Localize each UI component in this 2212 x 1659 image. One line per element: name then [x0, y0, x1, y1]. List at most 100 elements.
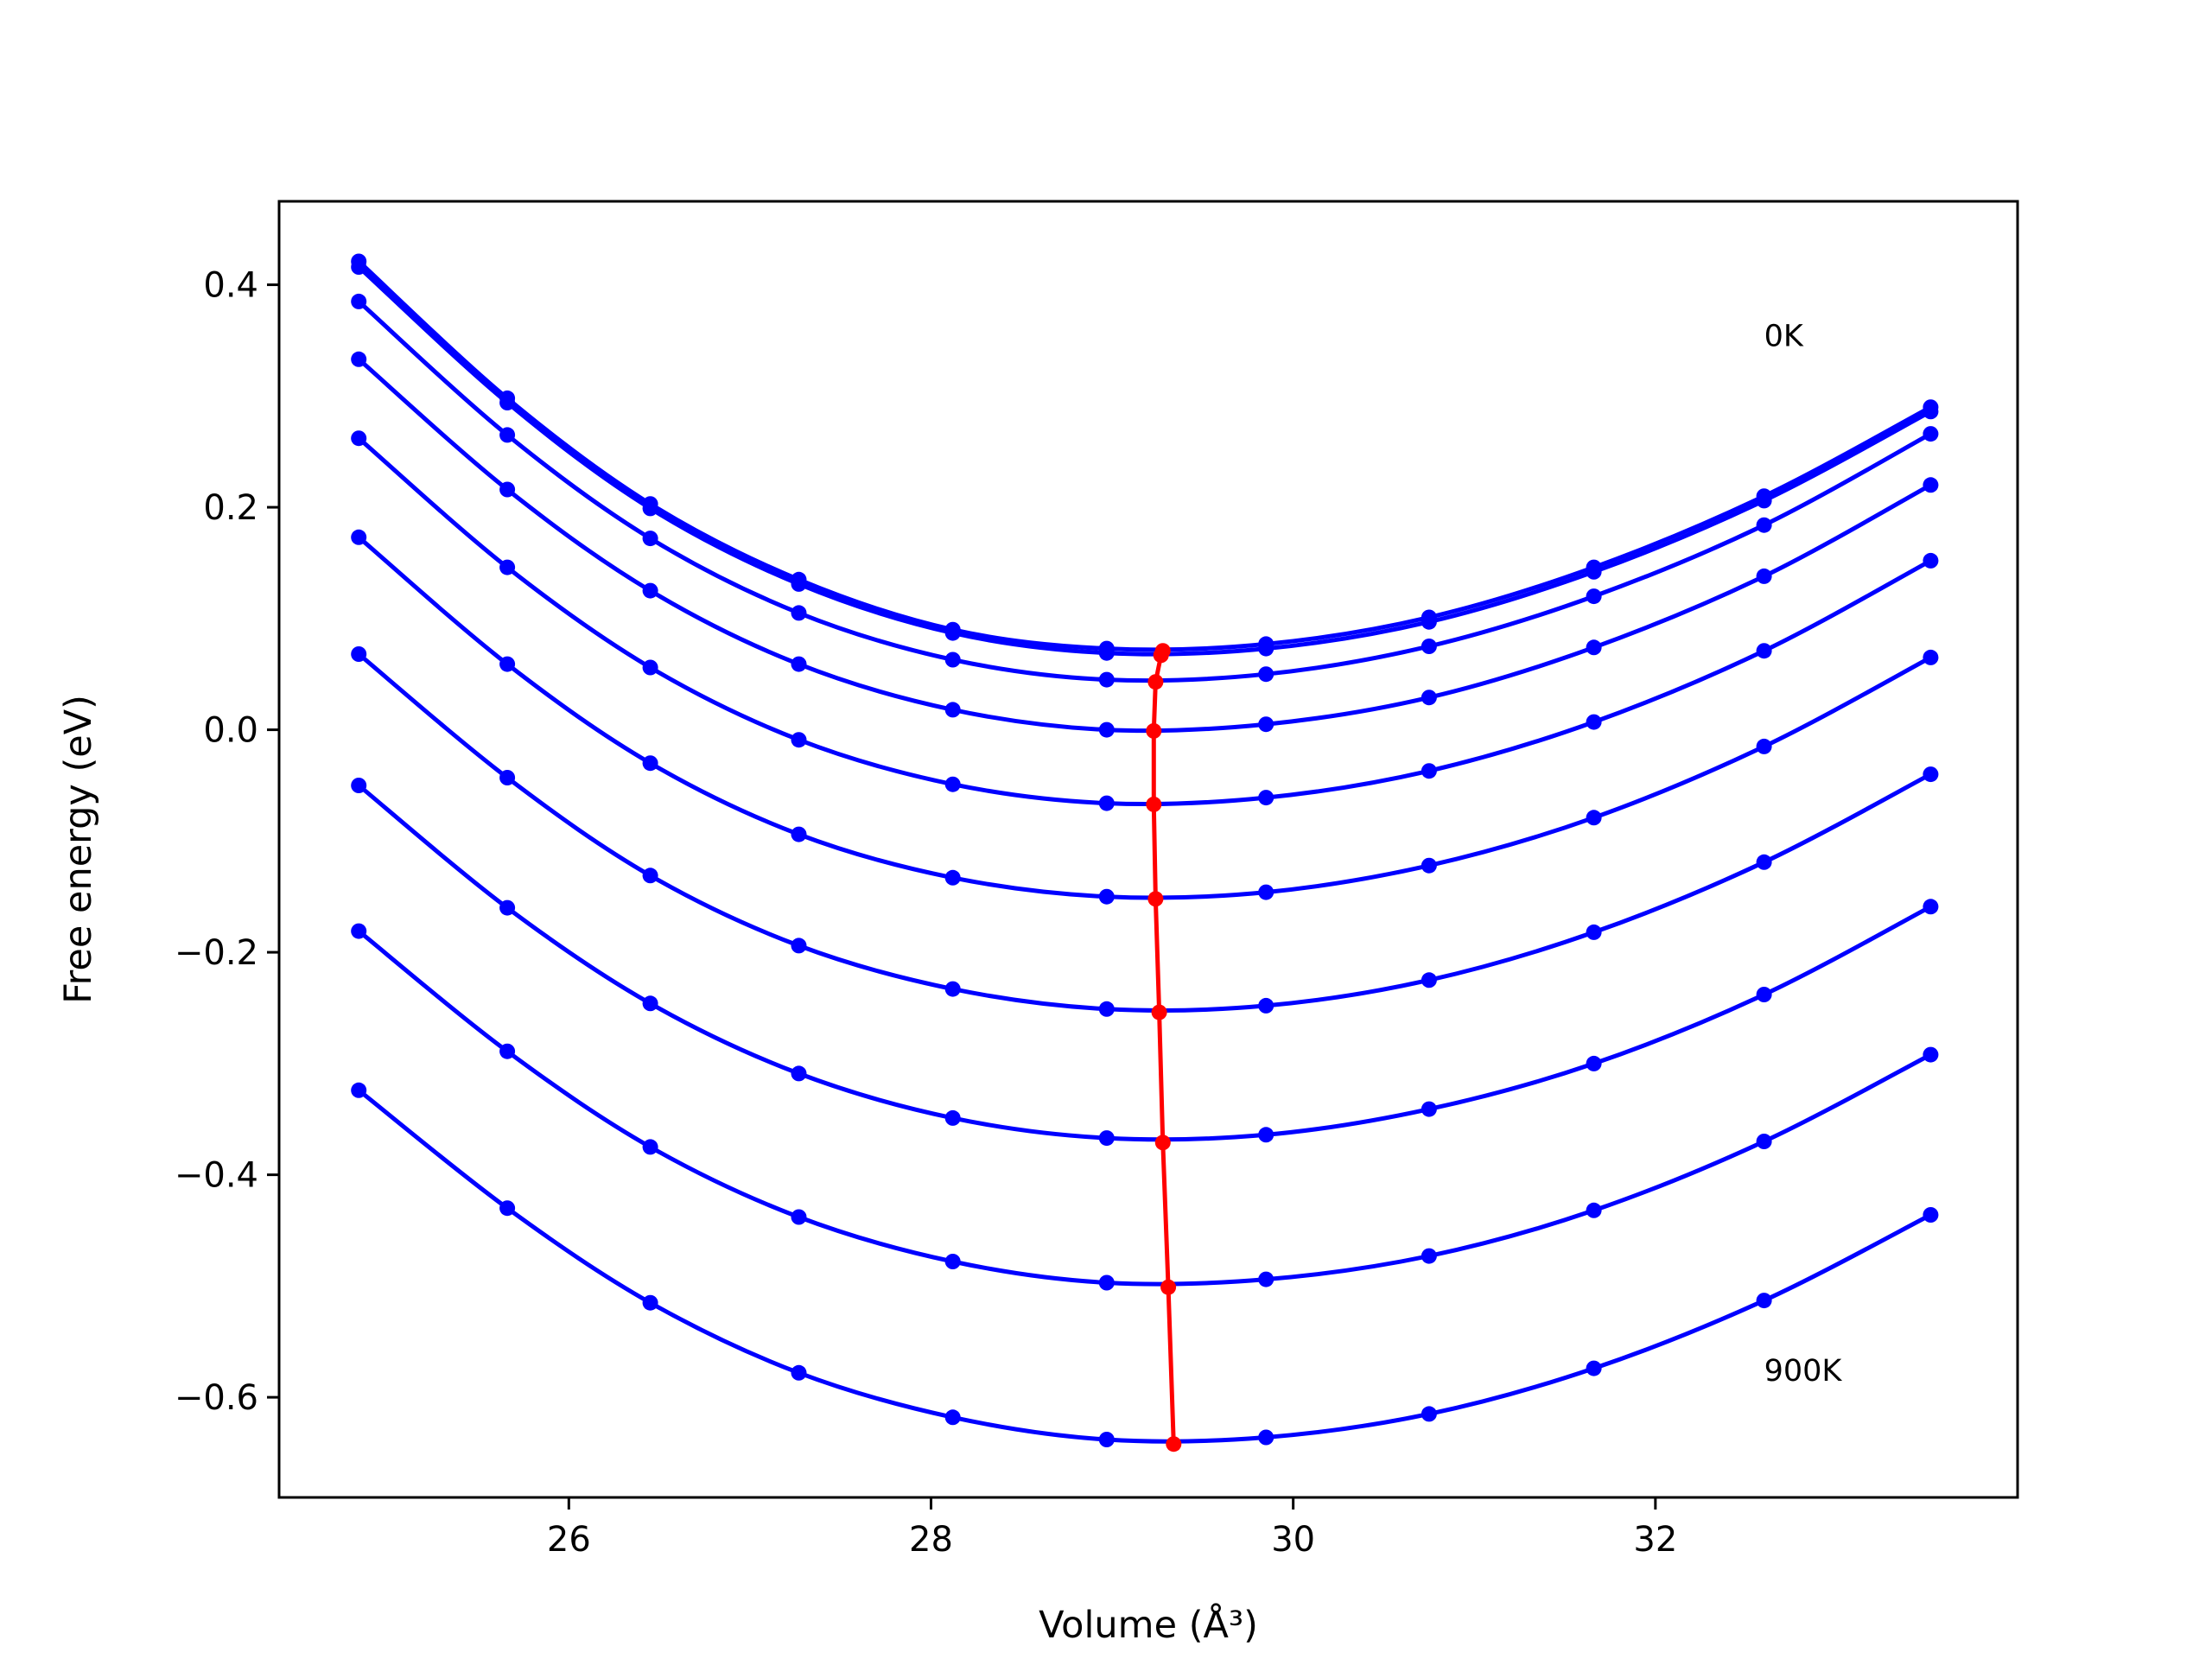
axes-frame — [277, 200, 2019, 1499]
series-2-point-2 — [642, 531, 658, 547]
y-axis-ticks: 0.4 0.2 0.0 −0.2 −0.4 −0.6 — [175, 266, 279, 1418]
series-9-point-7 — [1421, 1406, 1437, 1422]
series-7 — [351, 778, 1939, 1147]
series-6-point-10 — [1923, 766, 1939, 783]
series-6-point-7 — [1421, 972, 1437, 988]
series-5-point-7 — [1421, 857, 1437, 874]
series-8-point-1 — [499, 1043, 516, 1059]
series-6-point-3 — [791, 938, 807, 954]
series-5-point-1 — [499, 656, 516, 672]
series-7-point-0 — [351, 778, 367, 793]
series-9 — [351, 1082, 1939, 1447]
series-7-point-1 — [499, 899, 516, 916]
series-7-point-6 — [1258, 1127, 1274, 1143]
series-3-point-4 — [944, 702, 961, 718]
annotation-0: 0K — [1764, 319, 1804, 353]
series-9-point-4 — [944, 1409, 961, 1426]
series-8-point-2 — [642, 1139, 658, 1155]
series-7-point-2 — [642, 995, 658, 1012]
series-2-point-4 — [944, 652, 961, 668]
series-4-point-4 — [944, 776, 961, 792]
x-axis-label: Volume (Å³) — [1039, 1603, 1258, 1647]
series-6-point-6 — [1258, 997, 1274, 1014]
series-3-point-9 — [1756, 568, 1772, 584]
series-1-point-7 — [1421, 613, 1437, 630]
series-9-point-2 — [642, 1294, 658, 1311]
series-1-point-1 — [499, 395, 516, 410]
series-1-point-5 — [1098, 645, 1115, 661]
x-tick-label-1: 28 — [909, 1520, 953, 1560]
minimum-path-point-5 — [1147, 891, 1164, 907]
series-2-point-7 — [1421, 639, 1437, 654]
series-6-point-0 — [351, 646, 367, 662]
series-3-point-8 — [1586, 639, 1602, 656]
series-3-point-0 — [351, 351, 367, 367]
series-1-point-8 — [1586, 563, 1602, 580]
series-1 — [351, 259, 1939, 661]
series-3-point-5 — [1098, 721, 1115, 738]
series-5-point-0 — [351, 529, 367, 545]
series-9-point-1 — [499, 1200, 516, 1217]
series-4-point-7 — [1421, 763, 1437, 779]
y-tick-label-1: 0.2 — [203, 488, 258, 528]
series-5-point-2 — [642, 755, 658, 772]
series-2-point-9 — [1756, 517, 1772, 533]
series-8-point-6 — [1258, 1271, 1274, 1287]
minimum-path-point-1 — [1153, 647, 1169, 664]
series-4-point-9 — [1756, 643, 1772, 659]
series-9-point-5 — [1098, 1432, 1115, 1447]
series-1-point-2 — [642, 500, 658, 517]
x-axis-ticks: 26 28 30 32 — [547, 1497, 1677, 1560]
minimum-path-point-6 — [1151, 1004, 1167, 1020]
series-6-point-5 — [1098, 1001, 1115, 1017]
series-7-point-7 — [1421, 1101, 1437, 1117]
minimum-path-point-4 — [1146, 796, 1162, 812]
series-4 — [351, 430, 1939, 811]
series-8-point-7 — [1421, 1248, 1437, 1264]
series-2-point-10 — [1923, 426, 1939, 442]
series-5-point-6 — [1258, 884, 1274, 900]
y-tick-label-2: 0.0 — [203, 711, 258, 751]
y-tick-label-4: −0.4 — [175, 1156, 258, 1196]
series-6-point-9 — [1756, 854, 1772, 870]
series-6-point-4 — [944, 981, 961, 997]
series-3-point-6 — [1258, 716, 1274, 733]
series-6-point-2 — [642, 868, 658, 884]
series-4-point-6 — [1258, 790, 1274, 806]
series-6-point-8 — [1586, 924, 1602, 940]
minimum-path — [1146, 643, 1182, 1452]
series-1-point-4 — [944, 625, 961, 641]
series-2-point-6 — [1258, 666, 1274, 683]
series-3 — [351, 351, 1939, 738]
series-5-point-8 — [1586, 810, 1602, 826]
minimum-path-point-7 — [1154, 1135, 1171, 1151]
series-7-point-9 — [1756, 987, 1772, 1002]
series-8-point-8 — [1586, 1202, 1602, 1218]
series-9-point-3 — [791, 1364, 807, 1381]
series-4-point-2 — [642, 659, 658, 676]
series-6-point-1 — [499, 770, 516, 785]
series-5-point-9 — [1756, 738, 1772, 754]
series-5-point-5 — [1098, 888, 1115, 905]
y-tick-label-0: 0.4 — [203, 266, 258, 306]
series-1-point-9 — [1756, 493, 1772, 509]
series-4-point-8 — [1586, 714, 1602, 730]
series-5 — [351, 529, 1939, 905]
annotations: 0K 900K — [1764, 319, 1843, 1388]
plot-area — [351, 253, 1939, 1452]
series-2-point-0 — [351, 293, 367, 309]
series-2-point-1 — [499, 427, 516, 443]
series-8-point-0 — [351, 923, 367, 939]
series-1-point-0 — [351, 259, 367, 275]
series-7-point-10 — [1923, 899, 1939, 915]
series-3-point-2 — [642, 582, 658, 599]
series-4-point-5 — [1098, 795, 1115, 811]
series-9-point-0 — [351, 1082, 367, 1098]
series-7-point-3 — [791, 1065, 807, 1082]
series-1-point-6 — [1258, 640, 1274, 657]
series-2 — [351, 293, 1939, 688]
series-5-point-10 — [1923, 649, 1939, 665]
minimum-path-line — [1151, 650, 1176, 1445]
